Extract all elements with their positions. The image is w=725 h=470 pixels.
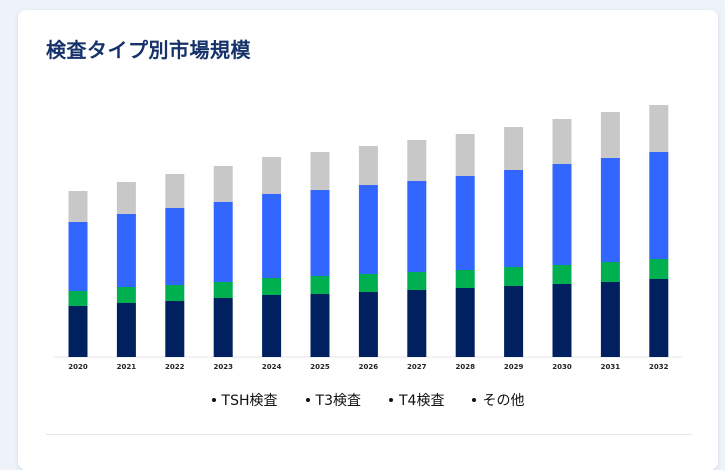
x-tick-label-2030: 2030 — [552, 363, 572, 371]
bar-segment-t4-2030[interactable] — [552, 164, 572, 265]
bar-segment-tsh-2024[interactable] — [262, 295, 282, 357]
legend: TSH検査 T3検査 T4検査 その他 — [18, 390, 718, 410]
bar-segment-tsh-2029[interactable] — [504, 286, 524, 357]
chart-card: 検査タイプ別市場規模 2020 2021 2022 2023 2024 2025 2026 2… — [18, 10, 718, 470]
bar-segment-t4-2029[interactable] — [504, 170, 524, 267]
bar-segment-tsh-2023[interactable] — [213, 298, 233, 357]
bar-segment-t3-2032[interactable] — [649, 259, 669, 279]
divider — [46, 434, 692, 435]
bar-segment-t4-2028[interactable] — [455, 176, 475, 270]
bar-segment-t3-2027[interactable] — [407, 272, 427, 290]
x-tick-label-2031: 2031 — [601, 363, 621, 371]
bar-segment-t4-2021[interactable] — [116, 214, 136, 287]
stacked-bar-chart: 2020 2021 2022 2023 2024 2025 2026 2027 2028 2029… — [54, 105, 682, 371]
bar-segment-t3-2023[interactable] — [213, 282, 233, 298]
legend-label: TSH検査 — [221, 393, 278, 409]
bar-segment-tsh-2028[interactable] — [455, 288, 475, 357]
legend-bullet — [388, 398, 393, 402]
bar-segment-t3-2022[interactable] — [165, 285, 185, 301]
x-tick-label-2022: 2022 — [165, 363, 185, 371]
bars-group — [68, 105, 669, 357]
x-tick-label-2021: 2021 — [117, 363, 137, 371]
bar-segment-t4-2025[interactable] — [310, 190, 330, 276]
legend-bullet — [211, 398, 216, 402]
bar-segment-other-2024[interactable] — [262, 157, 282, 194]
x-tick-label-2032: 2032 — [649, 363, 669, 371]
bar-segment-tsh-2021[interactable] — [116, 303, 136, 357]
bar-segment-tsh-2030[interactable] — [552, 284, 572, 357]
bar-segment-other-2021[interactable] — [116, 182, 136, 214]
legend-item-t3[interactable]: T3検査 — [305, 390, 361, 410]
legend-label: その他 — [482, 393, 525, 409]
bar-segment-t4-2023[interactable] — [213, 202, 233, 282]
bar-segment-t3-2031[interactable] — [600, 262, 620, 282]
x-tick-label-2027: 2027 — [407, 363, 427, 371]
legend-item-other[interactable]: その他 — [472, 390, 524, 410]
bar-segment-other-2020[interactable] — [68, 191, 88, 222]
bar-segment-other-2028[interactable] — [455, 134, 475, 176]
x-tick-labels: 2020 2021 2022 2023 2024 2025 2026 2027 2028 2029… — [68, 363, 668, 371]
bar-segment-t4-2024[interactable] — [262, 194, 282, 278]
chart-title: 検査タイプ別市場規模 — [46, 38, 251, 62]
x-tick-label-2028: 2028 — [455, 363, 475, 371]
legend-label: T4検査 — [398, 393, 445, 409]
bar-segment-other-2023[interactable] — [213, 166, 233, 202]
bar-segment-other-2031[interactable] — [600, 112, 620, 158]
legend-item-tsh[interactable]: TSH検査 — [211, 390, 278, 410]
bar-segment-t3-2029[interactable] — [504, 267, 524, 286]
bar-segment-t4-2031[interactable] — [600, 158, 620, 262]
legend-item-t4[interactable]: T4検査 — [388, 390, 445, 410]
x-tick-label-2029: 2029 — [504, 363, 524, 371]
bar-segment-t4-2026[interactable] — [358, 185, 378, 274]
legend-label: T3検査 — [315, 393, 361, 409]
bar-segment-tsh-2027[interactable] — [407, 290, 427, 357]
bar-segment-other-2027[interactable] — [407, 140, 427, 181]
bar-segment-t3-2024[interactable] — [262, 278, 282, 295]
bar-segment-t4-2022[interactable] — [165, 208, 185, 285]
bar-segment-other-2032[interactable] — [649, 105, 669, 152]
x-tick-label-2026: 2026 — [359, 363, 379, 371]
bar-segment-t4-2020[interactable] — [68, 222, 88, 291]
bar-segment-tsh-2026[interactable] — [358, 292, 378, 357]
x-tick-label-2024: 2024 — [262, 363, 282, 371]
legend-bullet — [305, 398, 310, 402]
bar-segment-t3-2030[interactable] — [552, 265, 572, 284]
bar-segment-other-2030[interactable] — [552, 119, 572, 164]
bar-segment-other-2029[interactable] — [504, 127, 524, 170]
bar-segment-tsh-2032[interactable] — [649, 279, 669, 357]
x-tick-label-2025: 2025 — [310, 363, 330, 371]
bar-segment-t4-2032[interactable] — [649, 152, 669, 259]
bar-segment-t3-2026[interactable] — [358, 274, 378, 292]
bar-segment-tsh-2022[interactable] — [165, 301, 185, 357]
x-tick-label-2020: 2020 — [68, 363, 88, 371]
bar-segment-t3-2028[interactable] — [455, 270, 475, 288]
bar-segment-t3-2020[interactable] — [68, 291, 88, 306]
bar-segment-other-2022[interactable] — [165, 174, 185, 208]
bar-segment-tsh-2031[interactable] — [600, 282, 620, 357]
bar-segment-other-2025[interactable] — [310, 152, 330, 190]
bar-segment-tsh-2025[interactable] — [310, 294, 330, 357]
x-tick-label-2023: 2023 — [213, 363, 233, 371]
bar-segment-other-2026[interactable] — [358, 146, 378, 185]
bar-segment-t3-2025[interactable] — [310, 276, 330, 294]
bar-segment-t3-2021[interactable] — [116, 287, 136, 303]
bar-segment-t4-2027[interactable] — [407, 181, 427, 272]
bar-segment-tsh-2020[interactable] — [68, 306, 88, 357]
legend-bullet — [472, 398, 477, 402]
